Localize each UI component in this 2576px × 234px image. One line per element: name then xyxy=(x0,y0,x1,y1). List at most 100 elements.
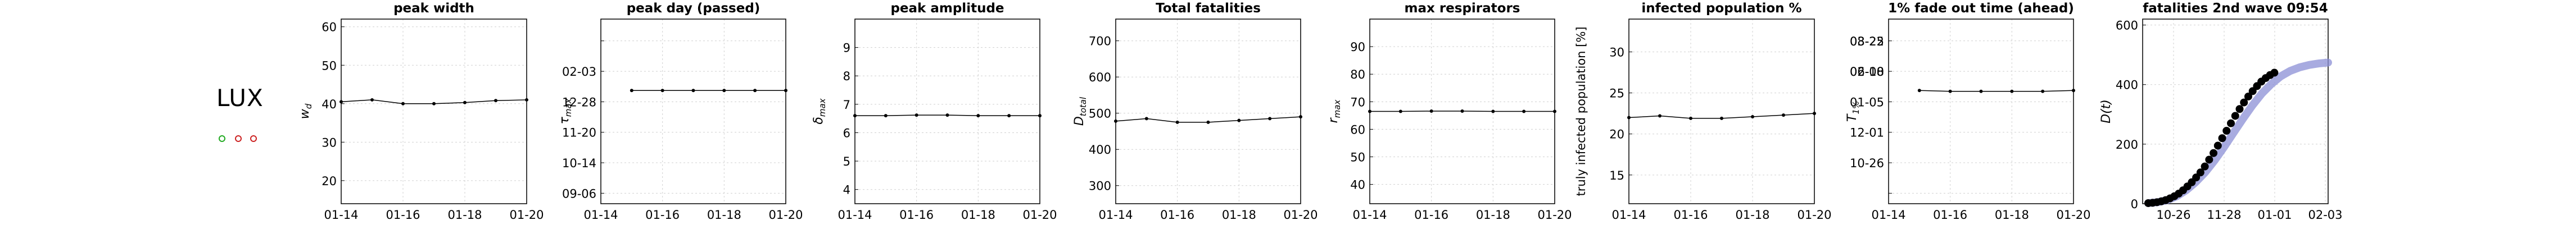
chart-2-ytick-label-0: 4 xyxy=(843,183,850,197)
chart-1-xtick-label-2: 01-18 xyxy=(707,208,741,222)
chart-0-point-5 xyxy=(494,99,497,103)
chart-4-ytick-label-3: 70 xyxy=(1350,95,1365,109)
chart-5-point-2 xyxy=(1689,116,1692,120)
chart-2-xtick-label-0: 01-14 xyxy=(837,208,872,222)
chart-5-title: infected population % xyxy=(1641,1,1801,16)
chart-4-ytick-label-0: 40 xyxy=(1350,178,1365,192)
chart-6-point-4 xyxy=(2041,89,2045,93)
chart-3-ytick-label-1: 400 xyxy=(1089,143,1111,157)
chart-2-point-1 xyxy=(884,114,888,118)
chart-3-title: Total fatalities xyxy=(1156,1,1261,16)
chart-2-ytick-label-5: 9 xyxy=(843,42,850,55)
chart-6-point-5 xyxy=(2072,89,2075,93)
status-marker-red-2 xyxy=(250,135,257,142)
chart-4-point-2 xyxy=(1429,109,1433,113)
chart-1-ylabel: τmax xyxy=(558,98,573,124)
chart-5-point-5 xyxy=(1782,113,1785,117)
status-marker-green xyxy=(219,135,225,142)
chart-7-observed-point-18 xyxy=(2222,126,2231,135)
chart-7-ytick-label-3: 600 xyxy=(2116,19,2138,33)
chart-6-ytick-label-5: 03-25 xyxy=(1850,35,1884,48)
chart-7-xtick-label-1: 11-28 xyxy=(2207,208,2241,222)
chart-0-frame xyxy=(341,19,527,204)
chart-4-ytick-label-2: 60 xyxy=(1350,123,1365,136)
chart-0-ytick-label-4: 60 xyxy=(322,21,337,34)
chart-2-ytick-label-1: 5 xyxy=(843,155,850,168)
chart-4-ytick-label-4: 80 xyxy=(1350,68,1365,81)
chart-7-observed-point-15 xyxy=(2210,149,2218,157)
chart-7-xtick-label-2: 01-01 xyxy=(2257,208,2292,222)
chart-1-xtick-label-3: 01-20 xyxy=(768,208,803,222)
chart-3-point-0 xyxy=(1114,119,1117,123)
chart-5-point-3 xyxy=(1720,116,1723,120)
chart-3-ytick-label-3: 600 xyxy=(1089,71,1111,84)
chart-5-xtick-label-0: 01-14 xyxy=(1611,208,1646,222)
chart-0-point-4 xyxy=(463,100,467,104)
chart-6-ytick-top-label-1: 08-22 xyxy=(1850,35,1884,48)
chart-3-ytick-label-0: 300 xyxy=(1089,180,1111,193)
chart-7-observed-point-13 xyxy=(2201,162,2209,171)
chart-0-ytick-label-3: 50 xyxy=(322,59,337,72)
chart-7-ytick-label-0: 0 xyxy=(2131,198,2138,211)
chart-7-ytick-label-2: 400 xyxy=(2116,79,2138,92)
chart-7-ytick-label-1: 200 xyxy=(2116,138,2138,152)
chart-3-ytick-label-2: 500 xyxy=(1089,107,1111,121)
chart-5-point-1 xyxy=(1658,114,1662,118)
chart-1-point-4 xyxy=(753,89,757,93)
chart-4-point-6 xyxy=(1553,109,1556,113)
chart-2-xtick-label-2: 01-18 xyxy=(961,208,995,222)
chart-1-frame xyxy=(600,19,786,204)
chart-7-title: fatalities 2nd wave 09:54 xyxy=(2143,1,2328,16)
chart-6-series-line xyxy=(1919,90,2074,92)
chart-5-xtick-label-1: 01-16 xyxy=(1673,208,1708,222)
chart-3-xtick-label-3: 01-20 xyxy=(1283,208,1318,222)
chart-2-point-2 xyxy=(914,113,918,117)
chart-1-xtick-label-0: 01-14 xyxy=(583,208,618,222)
chart-7-frame xyxy=(2142,19,2329,204)
chart-7-observed-point-21 xyxy=(2235,105,2244,113)
chart-0-xtick-label-1: 01-16 xyxy=(386,208,420,222)
chart-7-model-band xyxy=(2144,58,2332,207)
chart-7-observed-point-16 xyxy=(2213,141,2222,150)
chart-6-ytick-label-2: 12-01 xyxy=(1850,126,1884,140)
chart-6-title: 1% fade out time (ahead) xyxy=(1888,1,2074,16)
chart-1-title: peak day (passed) xyxy=(627,1,760,16)
chart-7-observed-point-19 xyxy=(2227,119,2235,127)
chart-3-point-1 xyxy=(1144,117,1148,121)
chart-6-frame xyxy=(1888,19,2074,204)
chart-6-ytick-label-1: 10-26 xyxy=(1850,157,1884,170)
chart-0-xtick-label-2: 01-18 xyxy=(447,208,482,222)
chart-4-point-3 xyxy=(1460,109,1464,113)
chart-1-ytick-label-4: 02-03 xyxy=(562,65,596,79)
chart-0-title: peak width xyxy=(393,1,474,16)
chart-5-point-4 xyxy=(1751,115,1754,119)
chart-6-ytick-label-3: 01-05 xyxy=(1850,95,1884,109)
chart-2-xtick-label-3: 01-20 xyxy=(1022,208,1057,222)
chart-7-observed-point-29 xyxy=(2270,68,2279,77)
chart-6-xtick-label-2: 01-18 xyxy=(1995,208,2029,222)
chart-1-point-5 xyxy=(784,89,787,93)
chart-7-observed-point-23 xyxy=(2244,92,2252,100)
chart-3-ylabel: Dtotal xyxy=(1072,97,1088,126)
chart-7-ylabel: D(t) xyxy=(2099,99,2113,123)
chart-2-frame xyxy=(854,19,1040,204)
chart-3-point-4 xyxy=(1237,118,1241,122)
chart-7-observed-point-12 xyxy=(2196,168,2204,177)
chart-2-point-3 xyxy=(945,113,949,117)
chart-7-observed-point-17 xyxy=(2218,134,2226,143)
chart-5-ytick-label-0: 15 xyxy=(1609,169,1624,182)
chart-5-xtick-label-3: 01-20 xyxy=(1797,208,1831,222)
chart-0-point-1 xyxy=(370,98,374,102)
chart-1-point-2 xyxy=(691,89,695,93)
chart-2-ytick-label-4: 8 xyxy=(843,70,850,83)
chart-3-point-6 xyxy=(1299,115,1302,119)
chart-1-ytick-label-0: 09-06 xyxy=(562,187,596,200)
chart-7-observed-point-22 xyxy=(2240,98,2248,107)
chart-6-xtick-label-0: 01-14 xyxy=(1871,208,1905,222)
chart-2-point-4 xyxy=(976,114,980,118)
chart-0-ytick-label-1: 30 xyxy=(322,136,337,149)
chart-4-ytick-label-1: 50 xyxy=(1350,151,1365,164)
chart-6-ylabel: T1% xyxy=(1845,101,1861,122)
chart-6-point-0 xyxy=(1917,89,1921,93)
country-label: LUX xyxy=(216,84,264,112)
